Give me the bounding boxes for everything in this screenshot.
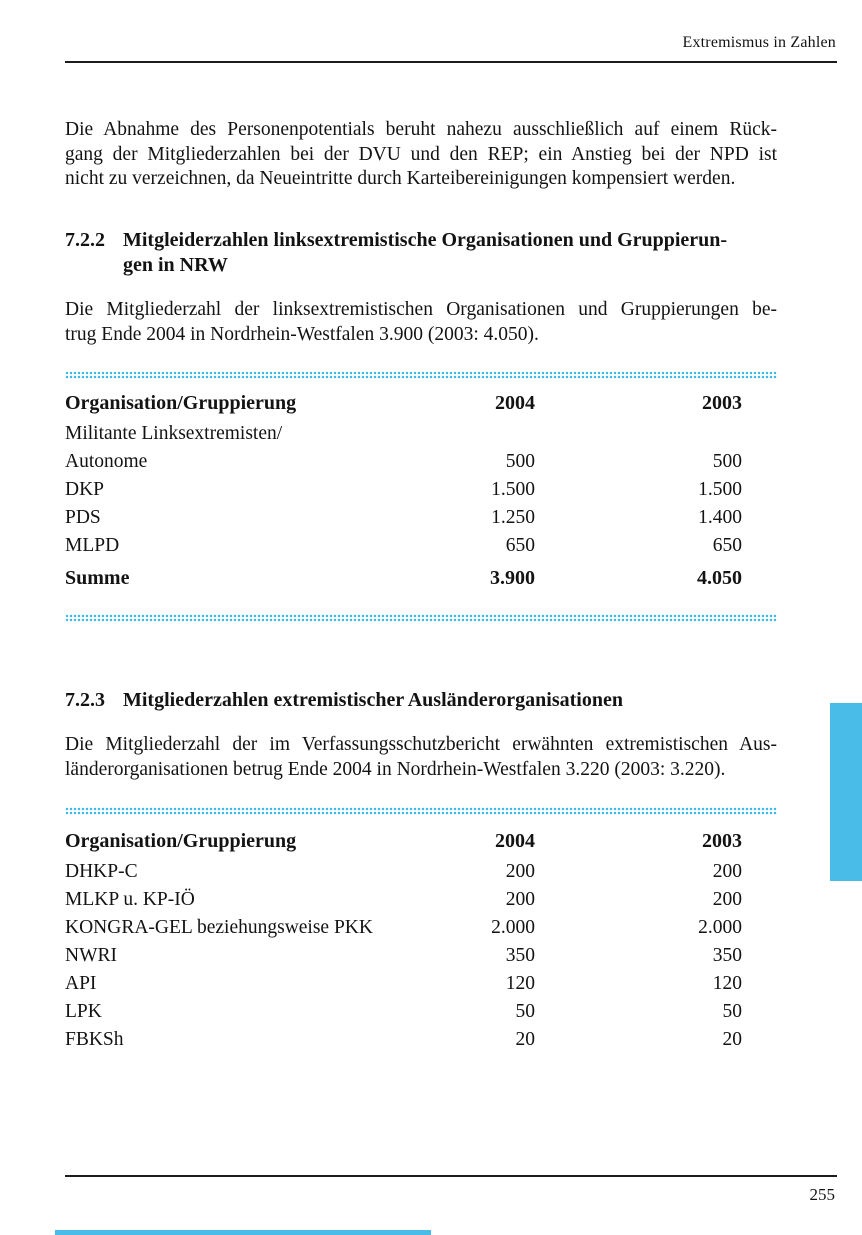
paragraph-line: Die Mitgliederzahl der linksextremistisc… [65, 299, 777, 320]
dotted-divider [65, 807, 777, 815]
paragraph-line: Die Mitgliederzahl der im Verfassungssch… [65, 734, 777, 755]
running-head: Extremismus in Zahlen [682, 34, 836, 51]
table-row: MLPD 650 650 [65, 535, 742, 556]
bottom-accent-bar [55, 1230, 431, 1235]
table-row: Autonome 500 500 [65, 451, 742, 472]
section-heading-7-2-2: 7.2.2 Mitgleiderzahlen linksextremistisc… [65, 228, 777, 278]
paragraph-line: nicht zu verzeichnen, da Neueintritte du… [65, 168, 736, 189]
section-number: 7.2.3 [65, 689, 105, 711]
column-header-2004: 2004 [495, 391, 535, 414]
section-heading-7-2-3: 7.2.3 Mitgliederzahlen extremistischer A… [65, 688, 777, 713]
table-row: API 120 120 [65, 973, 742, 994]
members-table-left-extremists: Organisation/Gruppierung 2004 2003 Milit… [65, 386, 742, 592]
paragraph-line: gang der Mitgliederzahlen bei der DVU un… [65, 143, 777, 165]
section-7-2-2-paragraph: Die Mitgliederzahl der linksextremistisc… [65, 298, 777, 347]
header-rule [65, 61, 837, 63]
intro-paragraph: Die Abnahme des Personenpotentials beruh… [65, 118, 777, 192]
table-row: DKP 1.500 1.500 [65, 479, 742, 500]
table-row: LPK 50 50 [65, 1001, 742, 1022]
column-header-2004: 2004 [495, 829, 535, 852]
section-title: Mitgliederzahlen extremistischer Ausländ… [123, 689, 623, 711]
section-number: 7.2.2 [65, 229, 105, 251]
paragraph-line: Die Abnahme des Personenpotentials beruh… [65, 119, 777, 140]
table-row: PDS 1.250 1.400 [65, 507, 742, 528]
footer-rule [65, 1175, 837, 1177]
dotted-divider [65, 614, 777, 622]
table-row: MLKP u. KP-IÖ 200 200 [65, 889, 742, 910]
column-header-organisation: Organisation/Gruppierung [65, 391, 297, 414]
column-header-2003: 2003 [702, 391, 742, 414]
table-row: NWRI 350 350 [65, 945, 742, 966]
section-title: Mitgleiderzahlen linksextremistische Org… [123, 229, 728, 276]
table-total-row: Summe 3.900 4.050 [65, 566, 742, 589]
table-row: FBKSh 20 20 [65, 1029, 742, 1050]
column-header-2003: 2003 [702, 829, 742, 852]
section-7-2-3-paragraph: Die Mitgliederzahl der im Verfassungssch… [65, 733, 777, 782]
dotted-divider [65, 371, 777, 379]
table-header-row: Organisation/Gruppierung 2004 2003 [65, 386, 742, 420]
table-row: KONGRA-GEL beziehungsweise PKK 2.000 2.0… [65, 917, 742, 938]
column-header-organisation: Organisation/Gruppierung [65, 829, 297, 852]
members-table-foreign-extremists: Organisation/Gruppierung 2004 2003 DHKP-… [65, 824, 742, 1054]
table-row: Militante Linksextremisten/ [65, 423, 283, 444]
paragraph-line: trug Ende 2004 in Nordrhein-Westfalen 3.… [65, 323, 539, 345]
table-row: DHKP-C 200 200 [65, 861, 742, 882]
table-header-row: Organisation/Gruppierung 2004 2003 [65, 824, 742, 858]
chapter-thumb-tab [830, 703, 862, 881]
paragraph-line: länderorganisationen betrug Ende 2004 in… [65, 758, 726, 780]
page-number: 255 [809, 1185, 836, 1204]
